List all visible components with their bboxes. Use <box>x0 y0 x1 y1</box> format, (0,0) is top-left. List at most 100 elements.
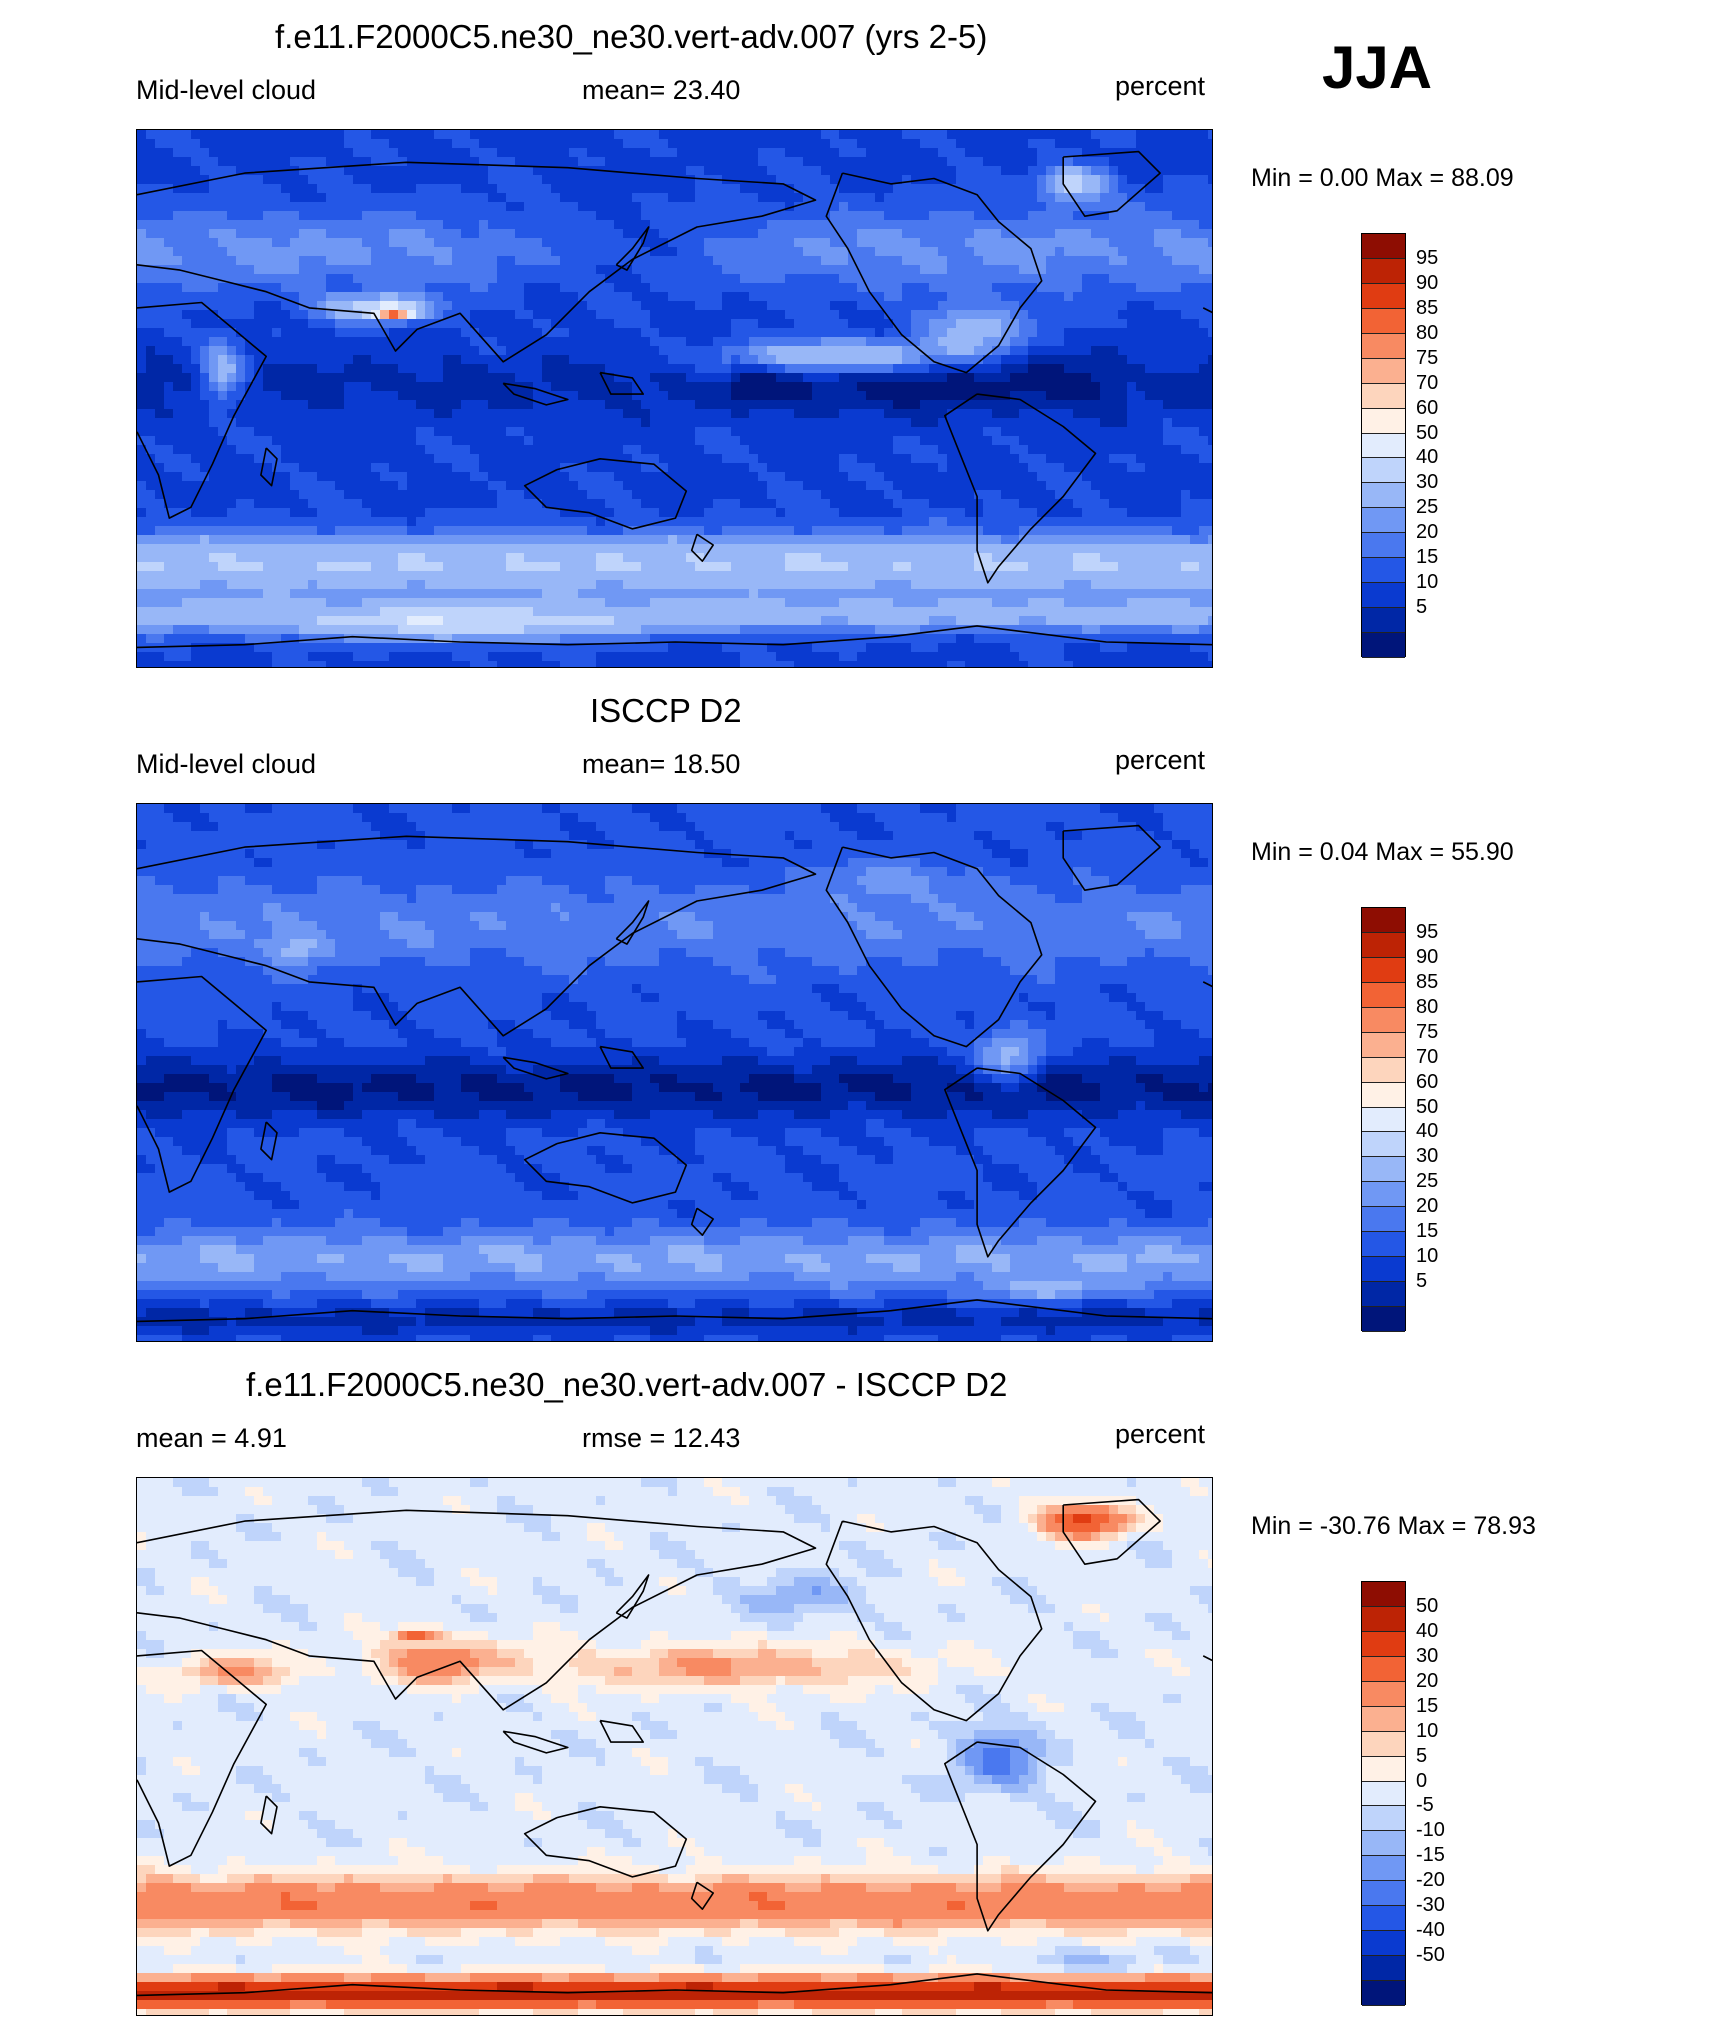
field-cell <box>749 400 759 410</box>
field-cell <box>344 481 354 491</box>
field-cell <box>218 400 228 410</box>
field-cell <box>704 481 714 491</box>
field-cell <box>920 481 930 491</box>
field-cell <box>308 463 318 473</box>
field-cell <box>767 481 777 491</box>
field-cell <box>443 220 453 230</box>
field-cell <box>875 139 885 149</box>
field-cell <box>146 283 156 293</box>
field-cell <box>812 481 822 491</box>
field-cell <box>380 202 390 212</box>
field-cell <box>1064 130 1074 140</box>
field-cell <box>965 292 975 302</box>
field-cell <box>1001 229 1011 239</box>
field-cell <box>470 328 480 338</box>
field-cell <box>155 382 165 392</box>
field-cell <box>299 418 309 428</box>
field-cell <box>731 328 741 338</box>
field-cell <box>884 193 894 203</box>
field-cell <box>1028 301 1038 311</box>
field-cell <box>821 229 831 239</box>
field-cell <box>218 301 228 311</box>
field-cell <box>614 436 624 446</box>
field-cell <box>488 400 498 410</box>
field-cell <box>1082 481 1092 491</box>
field-cell <box>470 193 480 203</box>
field-cell <box>614 328 624 338</box>
field-cell <box>371 463 381 473</box>
field-cell <box>227 148 237 158</box>
field-cell <box>722 166 732 176</box>
field-cell <box>776 310 786 320</box>
field-cell <box>281 148 291 158</box>
field-cell <box>506 211 516 221</box>
field-cell <box>1181 319 1191 329</box>
field-cell <box>353 328 363 338</box>
field-cell <box>209 310 219 320</box>
field-cell <box>911 139 921 149</box>
field-cell <box>929 166 939 176</box>
field-cell <box>569 337 579 347</box>
field-cell <box>407 301 417 311</box>
field-cell <box>641 445 651 455</box>
field-cell <box>866 400 876 410</box>
field-cell <box>659 319 669 329</box>
field-cell <box>551 490 561 500</box>
field-cell <box>362 382 372 392</box>
field-cell <box>479 391 489 401</box>
field-cell <box>515 463 525 473</box>
field-cell <box>992 220 1002 230</box>
field-cell <box>227 166 237 176</box>
field-cell <box>785 166 795 176</box>
field-cell <box>452 418 462 428</box>
field-cell <box>1073 220 1083 230</box>
field-cell <box>497 337 507 347</box>
field-cell <box>929 130 939 140</box>
field-cell <box>434 202 444 212</box>
field-cell <box>1046 193 1056 203</box>
field-cell <box>857 409 867 419</box>
field-cell <box>1019 364 1029 374</box>
field-cell <box>992 436 1002 446</box>
field-cell <box>263 283 273 293</box>
field-cell <box>317 283 327 293</box>
field-cell <box>1100 175 1110 185</box>
field-cell <box>326 382 336 392</box>
field-cell <box>497 499 507 509</box>
field-cell <box>875 175 885 185</box>
field-cell <box>1145 445 1155 455</box>
field-cell <box>1190 436 1200 446</box>
field-cell <box>470 418 480 428</box>
field-cell <box>614 445 624 455</box>
field-cell <box>947 166 957 176</box>
field-cell <box>497 130 507 140</box>
field-cell <box>506 472 516 482</box>
field-cell <box>434 220 444 230</box>
field-cell <box>488 409 498 419</box>
field-cell <box>569 463 579 473</box>
field-cell <box>587 211 597 221</box>
field-cell <box>1073 175 1083 185</box>
field-cell <box>173 445 183 455</box>
field-cell <box>1019 229 1029 239</box>
field-cell <box>281 265 291 275</box>
field-cell <box>740 274 750 284</box>
field-cell <box>497 454 507 464</box>
field-cell <box>146 400 156 410</box>
field-cell <box>1127 490 1137 500</box>
field-cell <box>245 184 255 194</box>
field-cell <box>794 184 804 194</box>
field-cell <box>173 328 183 338</box>
field-cell <box>1172 355 1182 365</box>
field-cell <box>893 400 903 410</box>
field-cell <box>776 490 786 500</box>
field-cell <box>857 265 867 275</box>
field-cell <box>164 391 174 401</box>
field-cell <box>488 220 498 230</box>
field-cell <box>398 373 408 383</box>
field-cell <box>182 157 192 167</box>
field-cell <box>209 481 219 491</box>
field-cell <box>803 463 813 473</box>
field-cell <box>335 445 345 455</box>
field-cell <box>803 328 813 338</box>
